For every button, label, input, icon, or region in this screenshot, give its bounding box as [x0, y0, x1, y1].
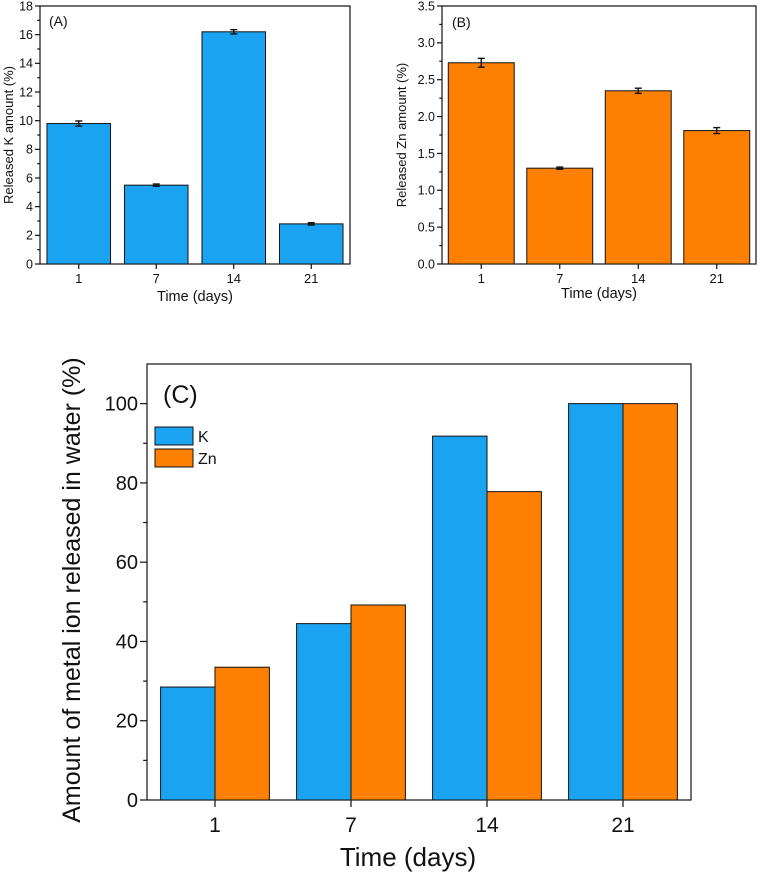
panel-a-x-tick-label: 7 [153, 271, 160, 286]
panel-a-x-tick-label: 14 [227, 271, 241, 286]
panel-a-y-tick-label: 14 [19, 57, 33, 71]
panel-b-x-tick-label: 7 [556, 271, 563, 286]
panel-a-x-axis-title: Time (days) [157, 289, 233, 305]
panel-c-bar-k-day-1 [160, 686, 216, 801]
panel-b-bar-day-7 [526, 167, 594, 265]
panel-a-marks: 0 2 4 6 8 10 12 14 16 18 1 7 14 21 [19, 0, 344, 286]
panel-c-x-tick-label: 21 [611, 814, 634, 837]
panel-b-y-tick-label: 1.0 [418, 184, 435, 198]
panel-b-x-tick-label: 14 [631, 271, 645, 286]
panel-a-y-tick-label: 12 [19, 85, 33, 99]
panel-b-chart: 0.0 0.5 1.0 1.5 2.0 2.5 3.0 3.5 1 7 14 21 (B) Time … [394, 0, 757, 302]
panel-a-y-axis-title: Released K amount (%) [1, 66, 16, 204]
panel-c-marks: 0 20 40 60 80 100 1 7 14 21 [105, 394, 678, 837]
panel-a-bar-day-7 [123, 184, 189, 265]
panel-c-legend: K Zn [154, 426, 217, 468]
panel-b-y-axis-title: Released Zn amount (%) [394, 63, 409, 208]
panel-a-y-tick-label: 2 [26, 229, 33, 243]
panel-c-bar-zn-day-21 [622, 403, 678, 801]
legend-zn-swatch [154, 448, 194, 468]
panel-c-bar-zn-day-7 [350, 604, 406, 801]
panel-b-y-tick-label: 0.0 [418, 257, 435, 271]
panel-a-x-tick-label: 21 [304, 271, 318, 286]
panel-c-y-tick-label: 0 [127, 790, 138, 812]
panel-b-x-tick-label: 21 [710, 271, 724, 286]
panel-c-y-axis-title: Amount of metal ion released in water (%… [58, 357, 86, 823]
panel-b-marks: 0.0 0.5 1.0 1.5 2.0 2.5 3.0 3.5 1 7 14 21 [418, 0, 751, 286]
panel-b-label: (B) [452, 14, 471, 30]
panel-a-y-tick-label: 18 [19, 0, 33, 13]
legend-k-swatch [154, 426, 194, 446]
legend-k-label: K [198, 429, 209, 446]
panel-c-bar-k-day-7 [296, 623, 352, 801]
panel-b-bar-day-1 [447, 62, 515, 265]
panel-b-y-tick-label: 0.5 [418, 221, 435, 235]
panel-c-x-tick-label: 1 [209, 814, 221, 837]
panel-a-bar-day-1 [46, 123, 112, 265]
panel-a-label: (A) [49, 13, 68, 29]
panel-b-x-axis-title: Time (days) [561, 286, 637, 302]
panel-c-y-tick-label: 100 [105, 394, 138, 416]
panel-c-bar-zn-day-1 [214, 666, 270, 801]
panel-a-bar-day-14 [201, 31, 267, 265]
panel-a-y-tick-label: 4 [26, 200, 33, 214]
panel-b-y-tick-label: 1.5 [418, 147, 435, 161]
panel-a-y-tick-label: 0 [26, 257, 33, 271]
panel-b-y-tick-label: 3.5 [418, 0, 435, 13]
panel-c-bar-k-day-21 [568, 403, 624, 801]
panel-a-bar-day-21 [278, 223, 344, 265]
legend-zn-label: Zn [198, 451, 217, 468]
panel-a-y-tick-label: 10 [19, 114, 33, 128]
panel-b-y-tick-label: 2.0 [418, 110, 435, 124]
panel-c-bar-zn-day-14 [486, 491, 542, 801]
panel-b-y-tick-label: 2.5 [418, 73, 435, 87]
panel-c-y-tick-label: 60 [116, 552, 138, 574]
panel-c-plot-frame [146, 363, 692, 801]
panel-a-y-tick-label: 6 [26, 171, 33, 185]
panel-b-bar-day-14 [604, 90, 672, 265]
panel-c-y-tick-label: 40 [116, 631, 138, 653]
panel-c-y-tick-label: 20 [116, 711, 138, 733]
panel-c-x-axis-title: Time (days) [340, 842, 476, 872]
panel-a-y-tick-label: 16 [19, 28, 33, 42]
panel-c-label: (C) [163, 381, 198, 409]
panel-c-y-tick-label: 80 [116, 473, 138, 495]
panel-c-x-tick-label: 14 [475, 814, 499, 837]
panel-a-y-tick-label: 8 [26, 143, 33, 157]
panel-a-chart: 0 2 4 6 8 10 12 14 16 18 1 7 14 21 (A) Time (days) Re… [1, 0, 351, 305]
panel-a-x-tick-label: 1 [75, 271, 82, 286]
panel-c-x-tick-label: 7 [345, 814, 357, 837]
panel-c-bar-k-day-14 [432, 435, 488, 801]
panel-b-y-tick-label: 3.0 [418, 36, 435, 50]
panel-b-bar-day-21 [683, 130, 751, 265]
panel-b-x-tick-label: 1 [478, 271, 485, 286]
